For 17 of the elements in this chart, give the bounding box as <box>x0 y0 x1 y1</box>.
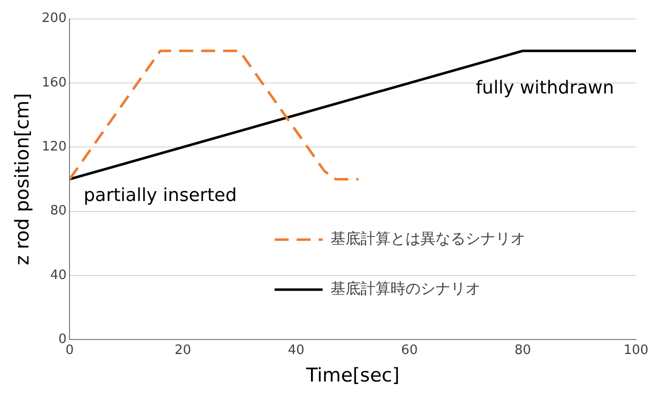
y-tick-label: 120 <box>42 139 67 154</box>
annotation: partially inserted <box>84 184 237 206</box>
y-tick-label: 200 <box>42 11 67 26</box>
y-tick-label: 80 <box>50 204 67 219</box>
legend-label: 基底計算時のシナリオ <box>330 279 481 298</box>
x-tick-label: 80 <box>514 342 531 358</box>
annotation: fully withdrawn <box>476 77 614 98</box>
x-tick-label: 20 <box>174 342 192 358</box>
legend-label: 基底計算とは異なるシナリオ <box>330 229 526 248</box>
y-axis-title: z rod position[cm] <box>11 93 34 266</box>
y-tick-label: 40 <box>50 268 67 283</box>
x-axis-title: Time[sec] <box>305 364 400 387</box>
y-tick-label: 160 <box>42 75 67 90</box>
x-tick-label: 60 <box>401 342 418 358</box>
x-tick-label: 100 <box>624 342 648 358</box>
x-tick-label: 40 <box>288 342 304 358</box>
y-tick-label: 0 <box>58 332 67 347</box>
